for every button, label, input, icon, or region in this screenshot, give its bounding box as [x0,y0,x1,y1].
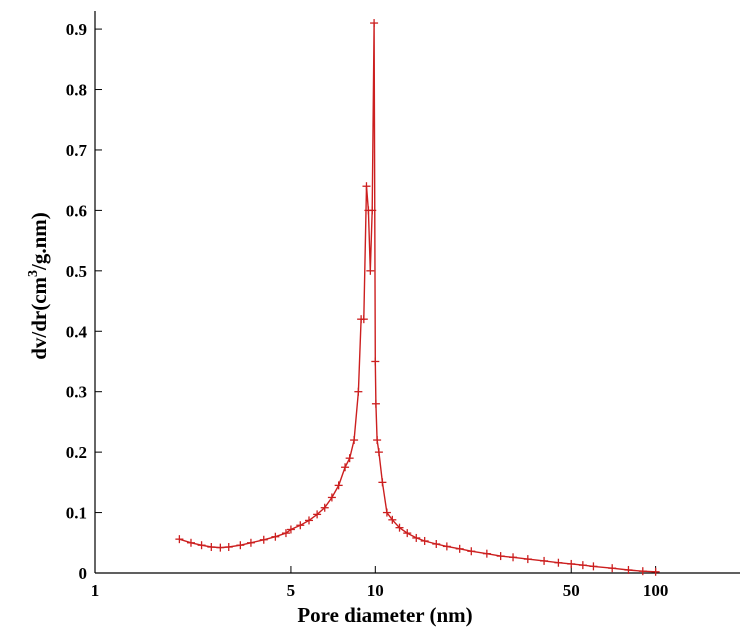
data-point [420,536,429,545]
data-point [624,565,633,574]
data-point [482,549,491,558]
data-point [638,567,647,576]
y-tick-label: 0.8 [66,81,87,100]
data-point [651,567,660,576]
data-point [540,556,549,565]
x-tick-label: 50 [563,581,580,600]
data-point [296,521,305,530]
y-tick-label: 0.6 [66,201,87,220]
data-point [382,508,391,517]
data-point [567,559,576,568]
series-layer [175,19,660,576]
data-point [207,543,216,552]
data-point [259,535,268,544]
y-tick-label: 0.4 [66,322,88,341]
data-point [578,561,587,570]
data-point [467,547,476,556]
data-point [197,541,206,550]
data-point [368,206,377,215]
data-point [378,478,387,487]
data-point [371,399,380,408]
data-point [246,538,255,547]
x-tick-label: 5 [287,581,296,600]
data-point [395,523,404,532]
data-point [327,493,336,502]
data-point [341,463,350,472]
data-point [403,529,412,538]
y-tick-label: 0.7 [66,141,88,160]
y-axis: 0 0.1 0.2 0.3 0.4 0.5 0.6 0.7 0.8 0.9 [66,11,102,583]
y-axis-title-part-2: /g.nm) [27,212,51,271]
data-point [186,538,195,547]
data-point [366,266,375,275]
data-point [350,436,359,445]
x-tick-label: 1 [91,581,100,600]
data-point [354,387,363,396]
data-point [281,529,290,538]
x-tick-label: 100 [643,581,669,600]
y-tick-label: 0.3 [66,383,87,402]
data-point [286,525,295,534]
x-axis-title: Pore diameter (nm) [297,603,472,627]
data-point [236,541,245,550]
data-point [371,357,380,366]
data-point [554,558,563,567]
data-point [370,19,379,28]
y-axis-title: dv/dr(cm3/g.nm) [26,212,51,360]
y-tick-label: 0 [79,564,88,583]
data-point [373,436,382,445]
y-tick-label: 0.1 [66,504,87,523]
data-point [224,543,233,552]
x-tick-label: 10 [367,581,384,600]
y-tick-label: 0.9 [66,20,87,39]
data-point [432,539,441,548]
data-point [359,315,368,324]
data-point [334,481,343,490]
data-point [175,535,184,544]
x-axis: 1 5 10 50 100 [91,566,740,600]
y-tick-label: 0.2 [66,443,87,462]
data-point [388,515,397,524]
data-point [608,564,617,573]
data-point [442,542,451,551]
y-axis-title-superscript: 3 [26,270,41,277]
series-line [179,22,656,573]
data-point [509,553,518,562]
data-point [374,448,383,457]
data-point [496,552,505,561]
data-point [304,516,313,525]
data-point [345,454,354,463]
data-point [455,544,464,553]
data-point [523,555,532,564]
y-axis-title-part-1: dv/dr(cm [27,276,51,359]
data-point [320,503,329,512]
data-point [412,533,421,542]
data-point [313,510,322,519]
y-tick-label: 0.5 [66,262,87,281]
data-point [589,562,598,571]
data-point [216,543,225,552]
data-point [271,532,280,541]
data-point [362,182,371,191]
